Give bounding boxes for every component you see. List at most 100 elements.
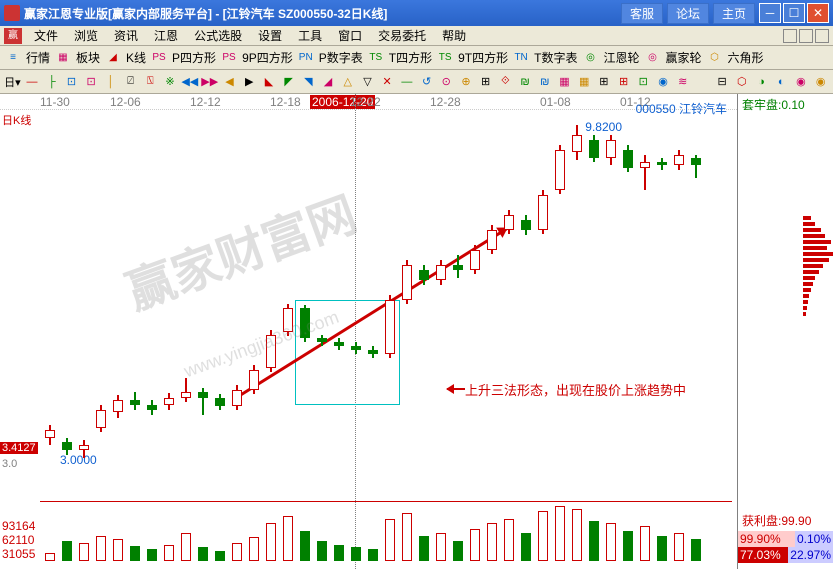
- tb-P四方形-icon[interactable]: PS: [150, 49, 168, 67]
- tb2-icon-29[interactable]: ▦: [576, 73, 593, 91]
- tb2-icon-11[interactable]: ◀: [221, 73, 238, 91]
- tb2-icon-2[interactable]: ├: [43, 73, 60, 91]
- tb-K线-icon[interactable]: ◢: [104, 49, 122, 67]
- tb2-icon-18[interactable]: ▽: [359, 73, 376, 91]
- mdi-close-icon[interactable]: [815, 29, 829, 43]
- tb2-icon-14[interactable]: ◤: [280, 73, 297, 91]
- tb-江恩轮-icon[interactable]: ◎: [581, 49, 599, 67]
- tb2-icon-28[interactable]: ▦: [556, 73, 573, 91]
- menu-设置[interactable]: 设置: [250, 25, 290, 46]
- tb2-icon-3[interactable]: ⊡: [63, 73, 80, 91]
- tb2-icon-1[interactable]: —: [24, 73, 41, 91]
- window-title: 赢家江恩专业版[赢家内部服务平台] - [江铃汽车 SZ000550-32日K线…: [24, 5, 619, 22]
- tb2-icon-20[interactable]: —: [399, 73, 416, 91]
- tb2-icon-35[interactable]: [694, 73, 711, 91]
- tb2-icon-32[interactable]: ⊡: [635, 73, 652, 91]
- tb2-icon-7[interactable]: ⍂: [142, 73, 159, 91]
- tb2-icon-38[interactable]: ◑: [753, 73, 770, 91]
- tb2-icon-36[interactable]: ⊟: [714, 73, 731, 91]
- volume-bar: [249, 537, 259, 561]
- minimize-icon[interactable]: ─: [759, 3, 781, 23]
- chart-area: 日K线 11-3012-0612-1212-182006-12-2012-221…: [0, 94, 833, 569]
- tb2-icon-39[interactable]: ◐: [773, 73, 790, 91]
- tb-板块[interactable]: 板块: [74, 49, 102, 66]
- volume-bar: [283, 516, 293, 561]
- tb2-icon-9[interactable]: ◀◀: [181, 73, 198, 91]
- tb2-icon-4[interactable]: ⊡: [83, 73, 100, 91]
- volume-labels: 93164 62110 31055: [2, 519, 35, 561]
- tb-江恩轮[interactable]: 江恩轮: [601, 49, 641, 66]
- tb-T四方形[interactable]: T四方形: [387, 49, 434, 66]
- tb-行情[interactable]: 行情: [24, 49, 52, 66]
- tb2-icon-27[interactable]: ₪: [536, 73, 553, 91]
- tb2-icon-33[interactable]: ◉: [655, 73, 672, 91]
- menu-资讯[interactable]: 资讯: [106, 25, 146, 46]
- menu-帮助[interactable]: 帮助: [434, 25, 474, 46]
- tb2-icon-40[interactable]: ◉: [793, 73, 810, 91]
- tb2-icon-15[interactable]: ◥: [300, 73, 317, 91]
- tb2-icon-25[interactable]: ⟐: [497, 73, 514, 91]
- tb2-icon-13[interactable]: ◣: [261, 73, 278, 91]
- tb-赢家轮-icon[interactable]: ◎: [643, 49, 661, 67]
- tb-行情-icon[interactable]: ≡: [4, 49, 22, 67]
- volume-bar: [419, 536, 429, 561]
- tb2-icon-21[interactable]: ↺: [418, 73, 435, 91]
- tb-9P四方形[interactable]: 9P四方形: [240, 49, 295, 66]
- main-chart[interactable]: 日K线 11-3012-0612-1212-182006-12-2012-221…: [0, 94, 738, 569]
- menu-交易委托[interactable]: 交易委托: [370, 25, 434, 46]
- tb-T数字表-icon[interactable]: TN: [512, 49, 530, 67]
- volume-bar: [521, 533, 531, 561]
- tb2-icon-0[interactable]: 日▾: [4, 73, 21, 91]
- mdi-max-icon[interactable]: [799, 29, 813, 43]
- tb2-icon-19[interactable]: ✕: [379, 73, 396, 91]
- tb-赢家轮[interactable]: 赢家轮: [663, 49, 703, 66]
- annotation-arrow: [447, 388, 465, 390]
- volume-bar: [181, 533, 191, 561]
- menu-江恩[interactable]: 江恩: [146, 25, 186, 46]
- menu-工具[interactable]: 工具: [290, 25, 330, 46]
- menu-公式选股[interactable]: 公式选股: [186, 25, 250, 46]
- tb-板块-icon[interactable]: ▦: [54, 49, 72, 67]
- tb-9P四方形-icon[interactable]: PS: [220, 49, 238, 67]
- close-icon[interactable]: ✕: [807, 3, 829, 23]
- tb-P数字表-icon[interactable]: PN: [297, 49, 315, 67]
- tb-六角形-icon[interactable]: ⬡: [706, 49, 724, 67]
- volume-bar: [470, 529, 480, 561]
- menu-浏览[interactable]: 浏览: [66, 25, 106, 46]
- tb2-icon-26[interactable]: ₪: [517, 73, 534, 91]
- tb2-icon-34[interactable]: ≋: [674, 73, 691, 91]
- tb2-icon-10[interactable]: ▶▶: [201, 73, 218, 91]
- tb2-icon-23[interactable]: ⊕: [458, 73, 475, 91]
- forum-button[interactable]: 论坛: [667, 3, 709, 24]
- date-01-08: 01-08: [540, 95, 571, 109]
- ratio-1: 99.90% 0.10%: [738, 531, 833, 547]
- tb-9T四方形[interactable]: 9T四方形: [456, 49, 510, 66]
- tb2-icon-16[interactable]: ◢: [320, 73, 337, 91]
- maximize-icon[interactable]: ☐: [783, 3, 805, 23]
- tb-T四方形-icon[interactable]: TS: [367, 49, 385, 67]
- tb2-icon-17[interactable]: △: [339, 73, 356, 91]
- tb2-icon-22[interactable]: ⊙: [438, 73, 455, 91]
- tb2-icon-30[interactable]: ⊞: [596, 73, 613, 91]
- menu-窗口[interactable]: 窗口: [330, 25, 370, 46]
- mdi-min-icon[interactable]: [783, 29, 797, 43]
- kf-button[interactable]: 客服: [621, 3, 663, 24]
- tb2-icon-41[interactable]: ◉: [812, 73, 829, 91]
- tb-P四方形[interactable]: P四方形: [170, 49, 218, 66]
- tb2-icon-24[interactable]: ⊞: [477, 73, 494, 91]
- tb-9T四方形-icon[interactable]: TS: [436, 49, 454, 67]
- trapped-label: 套牢盘:0.10: [738, 94, 833, 115]
- tb2-icon-37[interactable]: ⬡: [733, 73, 750, 91]
- tb2-icon-5[interactable]: │: [103, 73, 120, 91]
- tb2-icon-12[interactable]: ▶: [241, 73, 258, 91]
- volume-bar: [402, 513, 412, 561]
- home-button[interactable]: 主页: [713, 3, 755, 24]
- tb-T数字表[interactable]: T数字表: [532, 49, 579, 66]
- tb2-icon-6[interactable]: ⍁: [122, 73, 139, 91]
- tb-P数字表[interactable]: P数字表: [317, 49, 365, 66]
- menu-文件[interactable]: 文件: [26, 25, 66, 46]
- tb-六角形[interactable]: 六角形: [726, 49, 766, 66]
- tb2-icon-31[interactable]: ⊞: [615, 73, 632, 91]
- tb2-icon-8[interactable]: ※: [162, 73, 179, 91]
- tb-K线[interactable]: K线: [124, 49, 148, 66]
